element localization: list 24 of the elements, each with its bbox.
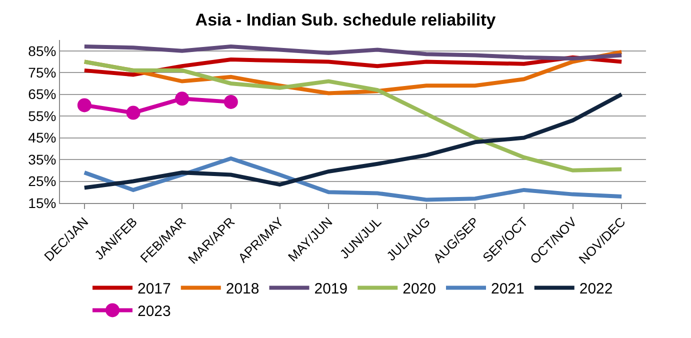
legend-label: 2021 [491, 280, 524, 298]
point [126, 106, 140, 120]
line-series [82, 44, 624, 60]
point [224, 94, 238, 109]
legend-label: 2017 [138, 280, 171, 298]
legend-label: 2023 [138, 303, 171, 320]
point [77, 98, 92, 112]
y-tick-label: 55% [28, 108, 56, 124]
legend-label: 2022 [579, 280, 613, 298]
y-tick-label: 85% [28, 42, 56, 59]
legend-label: 2020 [402, 280, 436, 298]
y-tick-label: 75% [28, 64, 56, 80]
chart-title: Asia - Indian Sub. schedule reliability [195, 10, 496, 30]
y-tick-label: 25% [28, 173, 56, 190]
y-tick-label: 65% [28, 86, 56, 102]
legend-label: 2018 [226, 280, 260, 298]
y-tick-label: 35% [28, 151, 56, 168]
point [175, 92, 190, 106]
line-series [82, 92, 624, 190]
legend-label: 2019 [314, 280, 348, 298]
y-tick-label: 15% [28, 194, 56, 211]
line-series [82, 60, 624, 172]
line-series [82, 156, 624, 202]
y-tick-label: 45% [28, 130, 56, 146]
